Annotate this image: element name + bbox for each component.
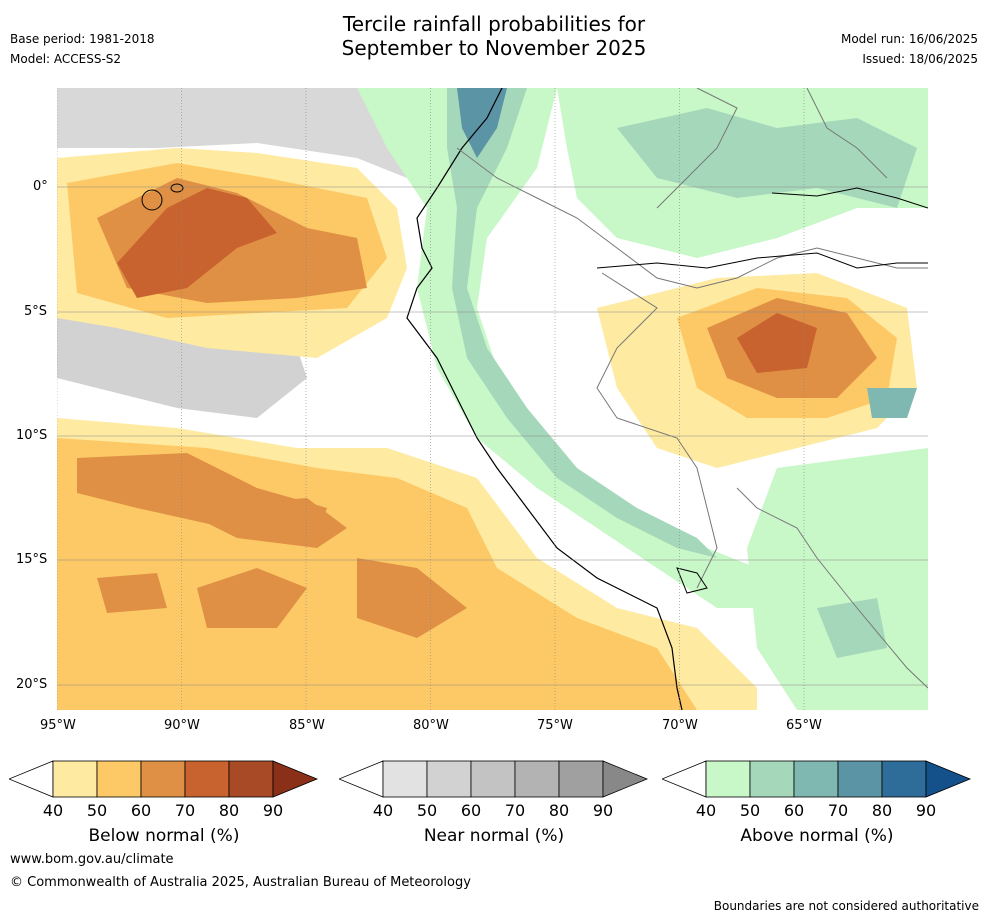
colorbar-tick: 70 (827, 801, 849, 820)
colorbar-tick: 50 (86, 801, 108, 820)
lon-label: 95°W (40, 718, 76, 733)
legend-near-normal-colorbar (339, 760, 649, 798)
model-run: Model run: 16/06/2025 (840, 32, 978, 46)
colorbar-max-triangle (272, 760, 319, 798)
issued-date: Issued: 18/06/2025 (862, 52, 978, 66)
colorbar-segment (793, 760, 839, 798)
lat-label: 15°S (16, 552, 48, 567)
colorbar-segment (881, 760, 927, 798)
colorbar-tick: 40 (695, 801, 717, 820)
colorbar-segment (558, 760, 604, 798)
colorbar-max-triangle (602, 760, 649, 798)
meta-left: Base period: 1981-2018 Model: ACCESS-S2 (10, 31, 155, 67)
model-name: Model: ACCESS-S2 (10, 52, 122, 66)
lon-label: 65°W (786, 718, 822, 733)
colorbar-segment (382, 760, 428, 798)
lon-label: 70°W (662, 718, 698, 733)
colorbar-tick: 60 (460, 801, 482, 820)
footer-note: Boundaries are not considered authoritat… (713, 899, 979, 913)
colorbar-tick: 50 (739, 801, 761, 820)
footer-url-link[interactable]: www.bom.gov.au/climate (10, 852, 174, 867)
colorbar-tick: 50 (416, 801, 438, 820)
colorbar-tick: 90 (915, 801, 937, 820)
legend-above-normal-colorbar (662, 760, 972, 798)
colorbar-max-triangle (925, 760, 972, 798)
colorbar-tick: 80 (548, 801, 570, 820)
lon-label: 90°W (164, 718, 200, 733)
colorbar-tick: 80 (871, 801, 893, 820)
colorbar-segment (514, 760, 560, 798)
legend-title-below: Below normal (%) (88, 826, 240, 846)
colorbar-segment (228, 760, 274, 798)
lon-label: 75°W (537, 718, 573, 733)
colorbar-segment (470, 760, 516, 798)
colorbar-tick: 60 (130, 801, 152, 820)
lat-label: 5°S (24, 304, 48, 319)
lon-label: 85°W (289, 718, 325, 733)
legend-title-above: Above normal (%) (740, 826, 894, 846)
title-line-2: September to November 2025 (341, 36, 647, 60)
colorbar-tick: 70 (174, 801, 196, 820)
rainfall-probability-map (57, 88, 928, 710)
colorbar-segment (837, 760, 883, 798)
lat-label: 10°S (16, 428, 48, 443)
legend-title-near: Near normal (%) (423, 826, 565, 846)
base-period: Base period: 1981-2018 (10, 32, 155, 46)
colorbar-tick: 40 (372, 801, 394, 820)
colorbar-segment (96, 760, 142, 798)
colorbar-tick: 60 (783, 801, 805, 820)
colorbar-min-triangle (339, 760, 384, 798)
map-title: Tercile rainfall probabilities for Septe… (0, 12, 988, 60)
lat-label: 20°S (16, 677, 48, 692)
colorbar-segment (705, 760, 751, 798)
colorbar-tick: 90 (592, 801, 614, 820)
colorbar-tick: 40 (42, 801, 64, 820)
colorbar-segment (184, 760, 230, 798)
title-line-1: Tercile rainfall probabilities for (342, 12, 646, 36)
footer-copyright: © Commonwealth of Australia 2025, Austra… (10, 875, 471, 890)
colorbar-tick: 70 (504, 801, 526, 820)
colorbar-segment (749, 760, 795, 798)
lat-label: 0° (33, 179, 48, 194)
map-fill-regions (57, 88, 928, 710)
lon-label: 80°W (413, 718, 449, 733)
legend-below-normal-colorbar (9, 760, 319, 798)
colorbar-segment (140, 760, 186, 798)
colorbar-segment (426, 760, 472, 798)
colorbar-segment (52, 760, 98, 798)
colorbar-tick: 80 (218, 801, 240, 820)
coastline-and-borders (141, 88, 928, 710)
meta-right: Model run: 16/06/2025 Issued: 18/06/2025 (841, 31, 978, 67)
colorbar-min-triangle (662, 760, 707, 798)
graticule (57, 88, 928, 710)
colorbar-tick: 90 (262, 801, 284, 820)
colorbar-min-triangle (9, 760, 54, 798)
